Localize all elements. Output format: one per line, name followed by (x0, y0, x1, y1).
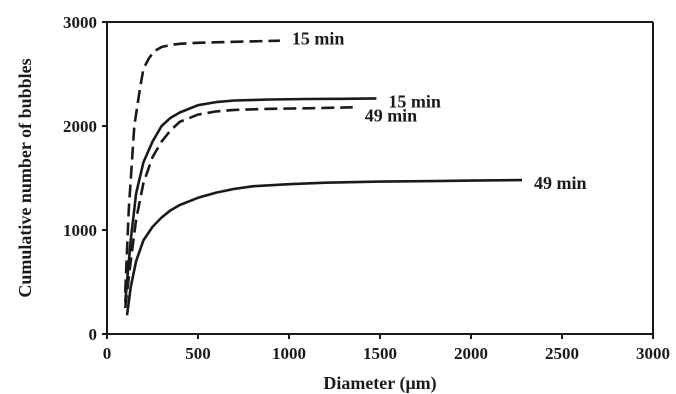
y-tick-label: 1000 (63, 221, 97, 240)
series-label-1: 15 min (292, 29, 345, 49)
series-label-4: 49 min (534, 173, 587, 193)
x-tick-label: 1500 (363, 344, 397, 363)
series-line-1 (123, 39, 280, 293)
x-tick-label: 0 (103, 344, 112, 363)
series-line-3 (123, 106, 353, 309)
y-tick-label: 3000 (63, 13, 97, 32)
y-axis-title: Cumulative number of bubbles (15, 58, 35, 297)
x-tick-label: 2000 (454, 344, 488, 363)
x-tick-label: 3000 (636, 344, 670, 363)
y-tick-label: 0 (89, 325, 98, 344)
series-line-2 (123, 97, 377, 303)
series-label-3: 49 min (365, 105, 418, 125)
x-axis-title: Diameter (μm) (323, 373, 436, 394)
series-line-4 (125, 178, 523, 316)
ticks: 0 500 1000 1500 2000 2500 3000 0 1000 2000 3000 (63, 13, 670, 363)
y-tick-label: 2000 (63, 117, 97, 136)
x-tick-label: 1000 (272, 344, 306, 363)
x-tick-label: 500 (185, 344, 211, 363)
x-tick-label: 2500 (545, 344, 579, 363)
series-group (123, 39, 523, 316)
series-label-2: 15 min (388, 91, 441, 111)
